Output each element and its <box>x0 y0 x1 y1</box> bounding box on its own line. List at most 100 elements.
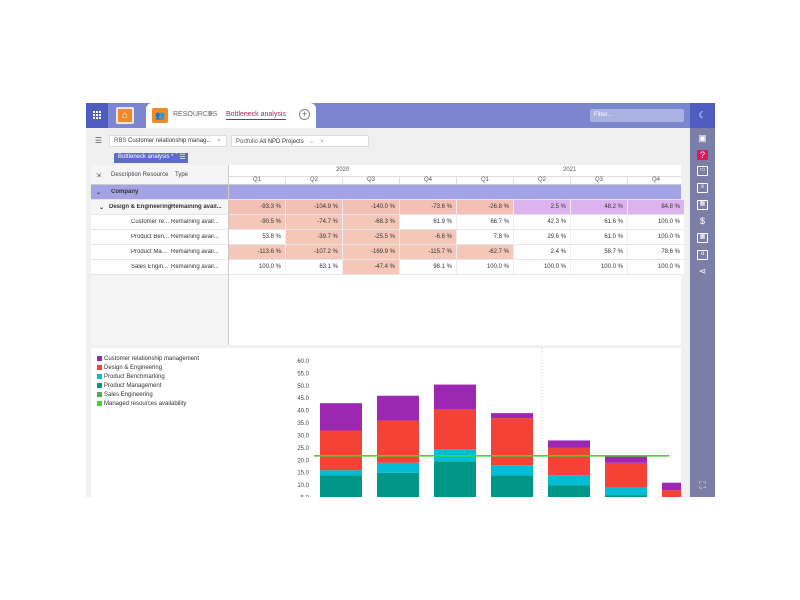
chevron-down-icon[interactable]: ⌄ <box>309 139 315 145</box>
table-cell[interactable]: -93.3 % <box>228 200 285 214</box>
view-menu-icon[interactable]: ☰ <box>177 153 188 163</box>
bar-segment[interactable] <box>548 440 590 448</box>
bar-segment[interactable] <box>377 462 419 473</box>
dollar-icon[interactable]: $ <box>699 216 705 226</box>
table-cell[interactable]: 100.0 % <box>513 260 570 274</box>
table-row[interactable]: Customer re... Remaining avail... -90.5 % -… <box>91 215 684 230</box>
table-cell[interactable]: 29.6 % <box>513 230 570 244</box>
table-cell[interactable]: -74.7 % <box>285 215 342 229</box>
table-cell[interactable]: 84.8 % <box>627 200 684 214</box>
table-cell[interactable]: -90.5 % <box>228 215 285 229</box>
table-cell[interactable]: -169.9 % <box>342 245 399 259</box>
breadcrumb-resources[interactable]: RESOURCES <box>173 111 218 118</box>
table-cell[interactable]: -115.7 % <box>399 245 456 259</box>
table-cell[interactable]: -140.0 % <box>342 200 399 214</box>
table-cell[interactable]: 2.4 % <box>513 245 570 259</box>
table-cell[interactable]: -104.9 % <box>285 200 342 214</box>
resources-icon[interactable]: 👥 <box>152 108 168 123</box>
clear-icon[interactable]: × <box>320 139 324 145</box>
moon-icon[interactable]: ☾ <box>698 110 707 120</box>
rbs-filter-chip[interactable]: RBS Customer relationship manag... × <box>109 135 227 147</box>
table-cell[interactable]: 78.6 % <box>627 245 684 259</box>
settings-sliders-icon[interactable]: ☰ <box>94 136 103 145</box>
table-cell[interactable]: -26.8 % <box>456 200 513 214</box>
calendar-icon[interactable]: ▦ <box>697 233 708 243</box>
bar-segment[interactable] <box>491 413 533 419</box>
table-cell[interactable]: 42.3 % <box>513 215 570 229</box>
bar-segment[interactable] <box>548 475 590 486</box>
table-cell[interactable]: 61.0 % <box>570 230 627 244</box>
table-cell[interactable]: 98.1 % <box>399 260 456 274</box>
bar-segment[interactable] <box>320 430 362 471</box>
bar-segment[interactable] <box>491 465 533 476</box>
apps-menu-button[interactable] <box>86 103 108 128</box>
display-icon[interactable]: ▭ <box>697 166 708 176</box>
table-cell[interactable]: -62.7 % <box>456 245 513 259</box>
bar-segment[interactable] <box>434 461 476 497</box>
bar-segment[interactable] <box>491 475 533 497</box>
chevron-down-icon[interactable]: ⌄ <box>96 190 102 196</box>
bar-segment[interactable] <box>377 472 419 497</box>
table-cell[interactable]: -39.7 % <box>285 230 342 244</box>
table-cell[interactable]: 61.6 % <box>570 215 627 229</box>
table-cell[interactable]: 100.0 % <box>627 230 684 244</box>
clear-icon[interactable]: × <box>217 138 221 144</box>
table-row[interactable]: Product Ben... Remaining avail... 53.8 % -3… <box>91 230 684 245</box>
table-cell[interactable]: -113.6 % <box>228 245 285 259</box>
legend-item[interactable]: Design & Engineering <box>97 363 227 372</box>
bar-segment[interactable] <box>377 395 419 421</box>
group-icon[interactable]: ⇲ <box>96 173 102 179</box>
save-icon[interactable]: ▣ <box>698 133 707 143</box>
filter-input[interactable]: Filter... <box>590 109 684 122</box>
table-cell[interactable]: 100.0 % <box>456 260 513 274</box>
table-cell[interactable]: 58.7 % <box>570 245 627 259</box>
share-icon[interactable]: ⋖ <box>698 266 707 276</box>
bar-segment[interactable] <box>434 384 476 410</box>
portfolio-filter-chip[interactable]: Portfolio All NPD Projects ⌄ × <box>231 135 369 147</box>
group-row[interactable]: Company ⌄ <box>91 185 681 200</box>
bar-segment[interactable] <box>491 418 533 466</box>
bar-segment[interactable] <box>434 409 476 450</box>
table-row[interactable]: Sales Engin... Remaining avail... 100.0 % 6… <box>91 260 684 275</box>
table-row[interactable]: Product Ma... Remaining avail... -113.6 % -… <box>91 245 684 260</box>
legend-item[interactable]: Customer relationship management <box>97 354 227 363</box>
table-cell[interactable]: 61.9 % <box>399 215 456 229</box>
table-cell[interactable]: -47.4 % <box>342 260 399 274</box>
bar-segment[interactable] <box>605 462 647 488</box>
chevron-down-icon[interactable]: ⌄ <box>99 205 105 211</box>
table-cell[interactable]: 100.0 % <box>570 260 627 274</box>
legend-item[interactable]: Managed resources availability <box>97 399 227 408</box>
bar-segment[interactable] <box>320 403 362 431</box>
calendar-icon[interactable]: ▦ <box>697 200 708 210</box>
bar-segment[interactable] <box>320 475 362 497</box>
table-cell[interactable]: 48.2 % <box>570 200 627 214</box>
table-cell[interactable]: 66.7 % <box>456 215 513 229</box>
table-cell[interactable]: 7.8 % <box>456 230 513 244</box>
outlook-icon[interactable]: o <box>697 250 708 260</box>
excel-icon[interactable]: x <box>697 183 708 193</box>
table-cell[interactable]: -25.5 % <box>342 230 399 244</box>
table-row[interactable]: Design & Engineering ⌄ Remaining avail... -… <box>91 200 684 215</box>
fullscreen-icon[interactable]: ⛶ <box>699 480 706 490</box>
table-cell[interactable]: -107.2 % <box>285 245 342 259</box>
bar-segment[interactable] <box>605 455 647 463</box>
table-cell[interactable]: -73.6 % <box>399 200 456 214</box>
bar-segment[interactable] <box>662 482 681 491</box>
bar-segment[interactable] <box>548 485 590 497</box>
bar-segment[interactable] <box>320 470 362 476</box>
legend-item[interactable]: Product Management <box>97 381 227 390</box>
bar-segment[interactable] <box>605 495 647 497</box>
view-tab[interactable]: Bottleneck analysis * <box>114 153 178 163</box>
table-cell[interactable]: 2.5 % <box>513 200 570 214</box>
home-icon[interactable]: ⌂ <box>116 107 134 124</box>
table-cell[interactable]: 100.0 % <box>627 260 684 274</box>
table-cell[interactable]: -68.3 % <box>342 215 399 229</box>
legend-item[interactable]: Sales Engineering <box>97 390 227 399</box>
breadcrumb-current[interactable]: Bottleneck analysis <box>226 111 286 120</box>
table-cell[interactable]: 100.0 % <box>627 215 684 229</box>
col-type-header[interactable]: Type <box>175 172 189 178</box>
col-description-header[interactable]: Description Resource <box>111 172 169 178</box>
table-cell[interactable]: 63.1 % <box>285 260 342 274</box>
table-cell[interactable]: 53.8 % <box>228 230 285 244</box>
legend-item[interactable]: Product Benchmarking <box>97 372 227 381</box>
